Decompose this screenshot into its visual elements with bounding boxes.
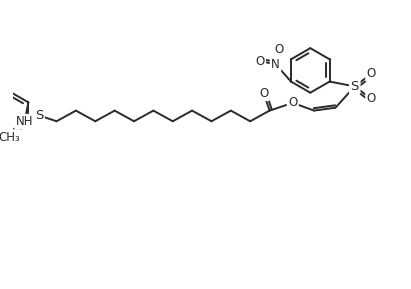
Text: CH₃: CH₃: [0, 131, 20, 144]
Text: O: O: [259, 87, 268, 100]
Text: O: O: [367, 67, 376, 80]
Text: N: N: [271, 58, 280, 71]
Text: O: O: [288, 96, 298, 109]
Text: NH: NH: [16, 115, 33, 128]
Text: O: O: [367, 92, 376, 105]
Text: S: S: [35, 109, 43, 122]
Text: O: O: [275, 43, 284, 56]
Text: O: O: [255, 55, 265, 68]
Text: S: S: [351, 80, 359, 93]
